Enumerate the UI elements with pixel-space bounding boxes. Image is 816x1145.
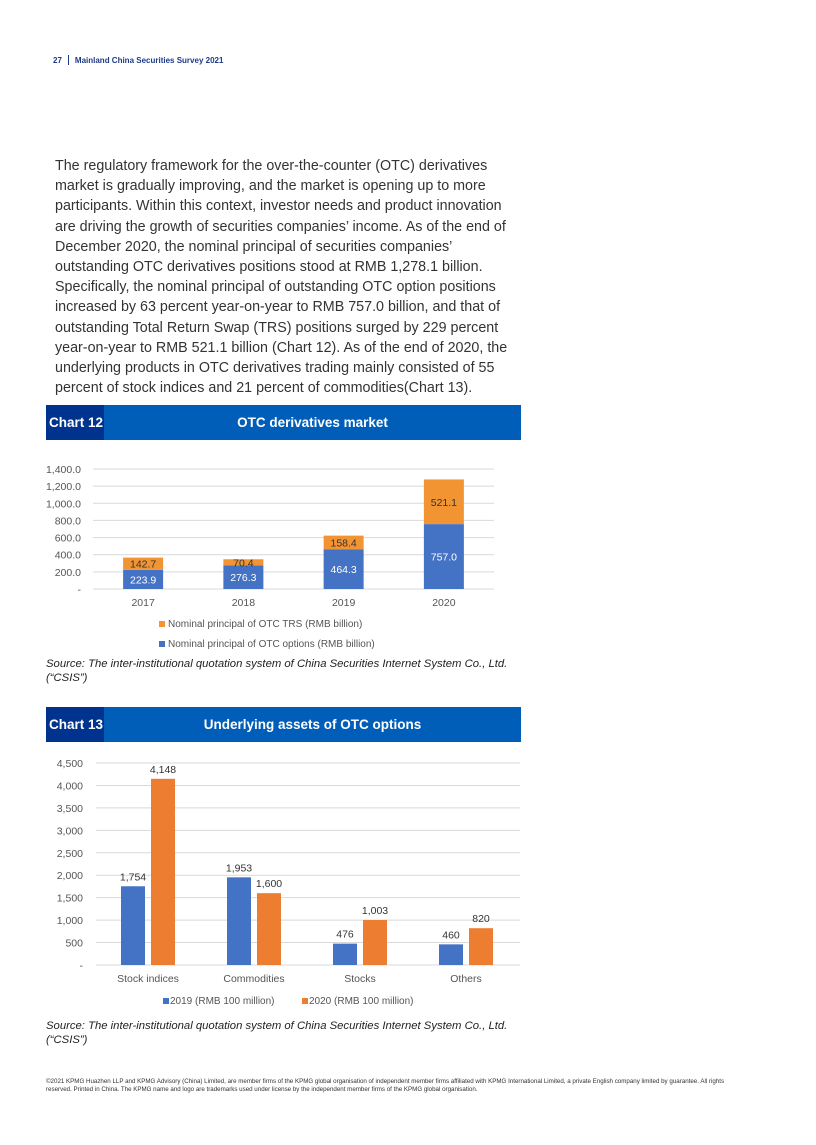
page-header: 27 Mainland China Securities Survey 2021: [53, 55, 223, 65]
bar: [121, 886, 145, 965]
data-label: 4,148: [150, 764, 176, 776]
data-label: 70.4: [233, 557, 254, 569]
bar: [333, 943, 357, 965]
data-label: 1,600: [256, 878, 282, 890]
chart-12-title: OTC derivatives market: [237, 415, 388, 430]
y-tick-label: 1,200.0: [46, 481, 81, 493]
bar-segment: [123, 557, 164, 570]
chart-13-label: Chart 13: [46, 707, 104, 742]
y-tick-label: -: [78, 584, 82, 596]
bar: [257, 893, 281, 965]
x-tick-label: 2020: [432, 597, 456, 609]
chart-13-header: Chart 13 Underlying assets of OTC option…: [46, 707, 521, 742]
legend-label: Nominal principal of OTC options (RMB bi…: [168, 639, 375, 650]
y-tick-label: 3,500: [57, 803, 83, 815]
y-tick-label: 200.0: [55, 567, 81, 579]
chart-13-source: Source: The inter-institutional quotatio…: [46, 1020, 508, 1046]
body-paragraph: The regulatory framework for the over-th…: [55, 158, 508, 397]
legend-swatch: [163, 998, 169, 1004]
bar-segment: [323, 535, 364, 550]
legend-label: Nominal principal of OTC TRS (RMB billio…: [168, 619, 362, 630]
y-tick-label: 600.0: [55, 533, 81, 545]
data-label: 223.9: [130, 574, 156, 586]
chart-12-header: Chart 12 OTC derivatives market: [46, 405, 521, 440]
bar-segment: [223, 565, 264, 589]
x-tick-label: 2018: [232, 597, 256, 609]
y-tick-label: 2,000: [57, 870, 83, 882]
bar-segment: [323, 549, 364, 589]
y-tick-label: 4,500: [57, 758, 83, 770]
data-label: 276.3: [230, 572, 256, 584]
bar: [227, 877, 251, 965]
data-label: 521.1: [431, 497, 457, 509]
bar: [439, 944, 463, 965]
y-tick-label: 400.0: [55, 550, 81, 562]
y-tick-label: 2,500: [57, 848, 83, 860]
bar-segment: [423, 524, 464, 589]
bar-segment: [223, 559, 264, 566]
data-label: 142.7: [130, 559, 156, 571]
data-label: 757.0: [431, 552, 457, 564]
legend-swatch: [302, 998, 308, 1004]
x-tick-label: 2017: [131, 597, 155, 609]
y-tick-label: 800.0: [55, 515, 81, 527]
y-tick-label: 1,400.0: [46, 464, 81, 476]
y-tick-label: 1,000.0: [46, 498, 81, 510]
data-label: 460: [442, 929, 460, 941]
publication-title: Mainland China Securities Survey 2021: [74, 55, 224, 65]
y-tick-label: 1,500: [57, 893, 83, 905]
y-tick-label: 4,000: [57, 780, 83, 792]
y-tick-label: 3,000: [57, 825, 83, 837]
bar: [469, 928, 493, 965]
y-tick-label: 500: [65, 938, 83, 950]
chart-12-label: Chart 12: [46, 405, 104, 440]
bar-segment: [123, 569, 164, 589]
x-tick-label: Others: [450, 973, 482, 985]
data-label: 1,754: [120, 871, 146, 883]
data-label: 476: [336, 929, 354, 941]
x-tick-label: Commodities: [223, 973, 284, 985]
data-label: 1,953: [226, 862, 252, 874]
bar-segment: [423, 479, 464, 525]
y-tick-label: -: [80, 960, 84, 972]
page-number: 27: [53, 55, 62, 65]
bar: [363, 919, 387, 965]
chart-13-title: Underlying assets of OTC options: [203, 717, 422, 732]
y-tick-label: 1,000: [57, 915, 83, 927]
data-label: 464.3: [330, 564, 356, 576]
x-tick-label: Stock indices: [117, 973, 179, 985]
header-divider: [67, 55, 69, 65]
x-tick-label: 2019: [332, 597, 356, 609]
bar: [151, 778, 175, 965]
legend-label: 2019 (RMB 100 million): [170, 996, 275, 1007]
legend-label: 2020 (RMB 100 million): [309, 996, 414, 1007]
x-tick-label: Stocks: [344, 973, 376, 985]
legend-swatch: [159, 621, 165, 627]
data-label: 1,003: [362, 905, 388, 917]
data-label: 158.4: [330, 537, 356, 549]
copyright-footer: ©2021 KPMG Huazhen LLP and KPMG Advisory…: [46, 1078, 725, 1093]
legend-swatch: [159, 641, 165, 647]
chart-12-source: Source: The inter-institutional quotatio…: [46, 658, 508, 684]
data-label: 820: [472, 913, 490, 925]
